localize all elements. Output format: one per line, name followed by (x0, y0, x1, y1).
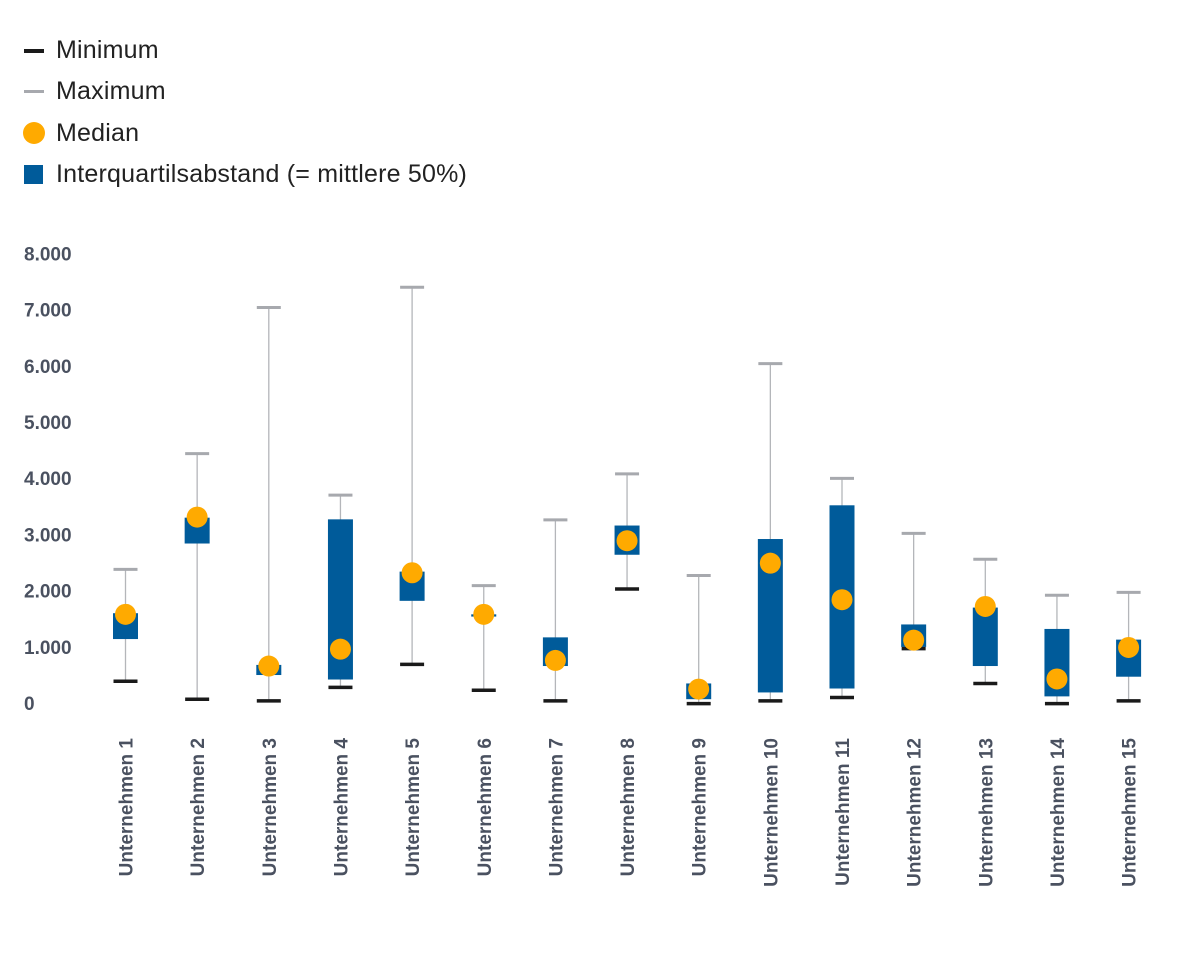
x-category-label: Unternehmen 4 (331, 738, 352, 877)
legend-label-maximum: Maximum (56, 77, 166, 106)
median-marker (401, 562, 423, 584)
median-marker (115, 603, 136, 625)
maximum-dash-icon (22, 80, 46, 104)
median-marker (759, 552, 781, 574)
legend-label-iqr: Interquartilsabstand (= mittlere 50%) (56, 160, 468, 189)
x-category-label: Unternehmen 8 (618, 738, 639, 876)
median-marker (186, 506, 208, 528)
x-category-label: Unternehmen 13 (976, 738, 997, 887)
minimum-dash-icon (22, 39, 46, 63)
legend-item-median: Median (22, 113, 467, 154)
x-category-label: Unternehmen 7 (546, 738, 567, 876)
y-tick-label: 0 (24, 694, 35, 715)
median-marker (258, 655, 280, 677)
median-marker (903, 629, 925, 651)
x-category-label: Unternehmen 14 (1048, 738, 1069, 887)
legend-item-minimum: Minimum (22, 30, 467, 71)
legend-item-maximum: Maximum (22, 71, 467, 112)
x-category-label: Unternehmen 12 (905, 738, 926, 887)
median-marker (974, 595, 996, 617)
iqr-square-icon (22, 163, 46, 187)
median-marker (831, 589, 853, 611)
iqr-box (972, 607, 998, 667)
y-tick-label: 5.000 (24, 413, 72, 434)
x-category-label: Unternehmen 2 (188, 738, 209, 876)
median-dot-icon (22, 121, 46, 145)
median-marker (688, 678, 710, 700)
median-marker (1118, 636, 1140, 658)
x-category-label: Unternehmen 15 (1120, 738, 1141, 887)
x-category-label: Unternehmen 3 (260, 738, 281, 876)
x-category-label: Unternehmen 6 (475, 738, 496, 876)
x-category-label: Unternehmen 10 (761, 738, 782, 887)
x-category-label: Unternehmen 11 (833, 738, 854, 886)
chart-legend: Minimum Maximum Median Interquartilsabst… (22, 30, 467, 195)
y-tick-label: 3.000 (24, 525, 72, 546)
y-tick-label: 7.000 (24, 301, 72, 322)
y-tick-label: 4.000 (24, 469, 72, 490)
y-tick-label: 6.000 (24, 357, 72, 378)
legend-label-median: Median (56, 118, 140, 147)
y-tick-label: 8.000 (24, 244, 72, 265)
legend-item-iqr: Interquartilsabstand (= mittlere 50%) (22, 154, 467, 195)
x-category-label: Unternehmen 1 (117, 738, 138, 877)
median-marker (1046, 668, 1068, 690)
median-marker (473, 603, 495, 625)
legend-label-minimum: Minimum (56, 36, 159, 65)
x-category-label: Unternehmen 5 (403, 738, 424, 877)
y-tick-label: 1.000 (24, 638, 72, 659)
median-marker (544, 649, 566, 671)
median-marker (329, 638, 351, 660)
median-marker (616, 530, 638, 552)
x-category-label: Unternehmen 9 (690, 738, 711, 876)
y-tick-label: 2.000 (24, 582, 72, 603)
